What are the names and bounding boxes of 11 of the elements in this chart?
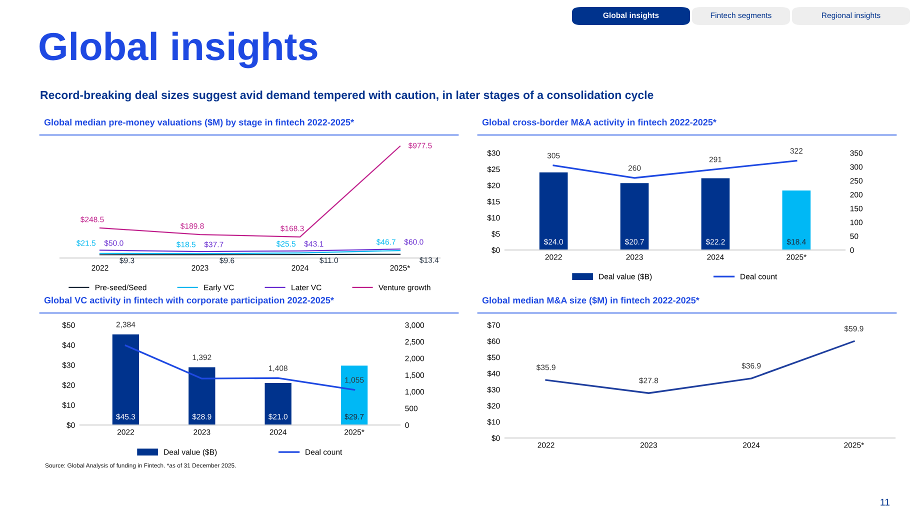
bar: [188, 367, 216, 425]
bar: [112, 334, 140, 425]
text: Record-breaking deal sizes suggest avid demand tempered with caution, in later stages of a consolidation cycle: [40, 90, 654, 102]
chart-title: Global VC activity in fintech with corporate participation 2022-2025*: [44, 296, 334, 306]
text: 11: [880, 498, 890, 506]
chart-title: Global median M&A size ($M) in fintech 2022-2025*: [482, 296, 700, 306]
bar: [264, 383, 292, 425]
bar: [340, 366, 368, 425]
text: Global insights: [40, 32, 318, 68]
chart-title: Global median pre-money valuations ($M) by stage in fintech 2022-2025*: [44, 118, 354, 128]
chart-title: Global cross-border M&A activity in fintech 2022-2025*: [482, 118, 716, 128]
